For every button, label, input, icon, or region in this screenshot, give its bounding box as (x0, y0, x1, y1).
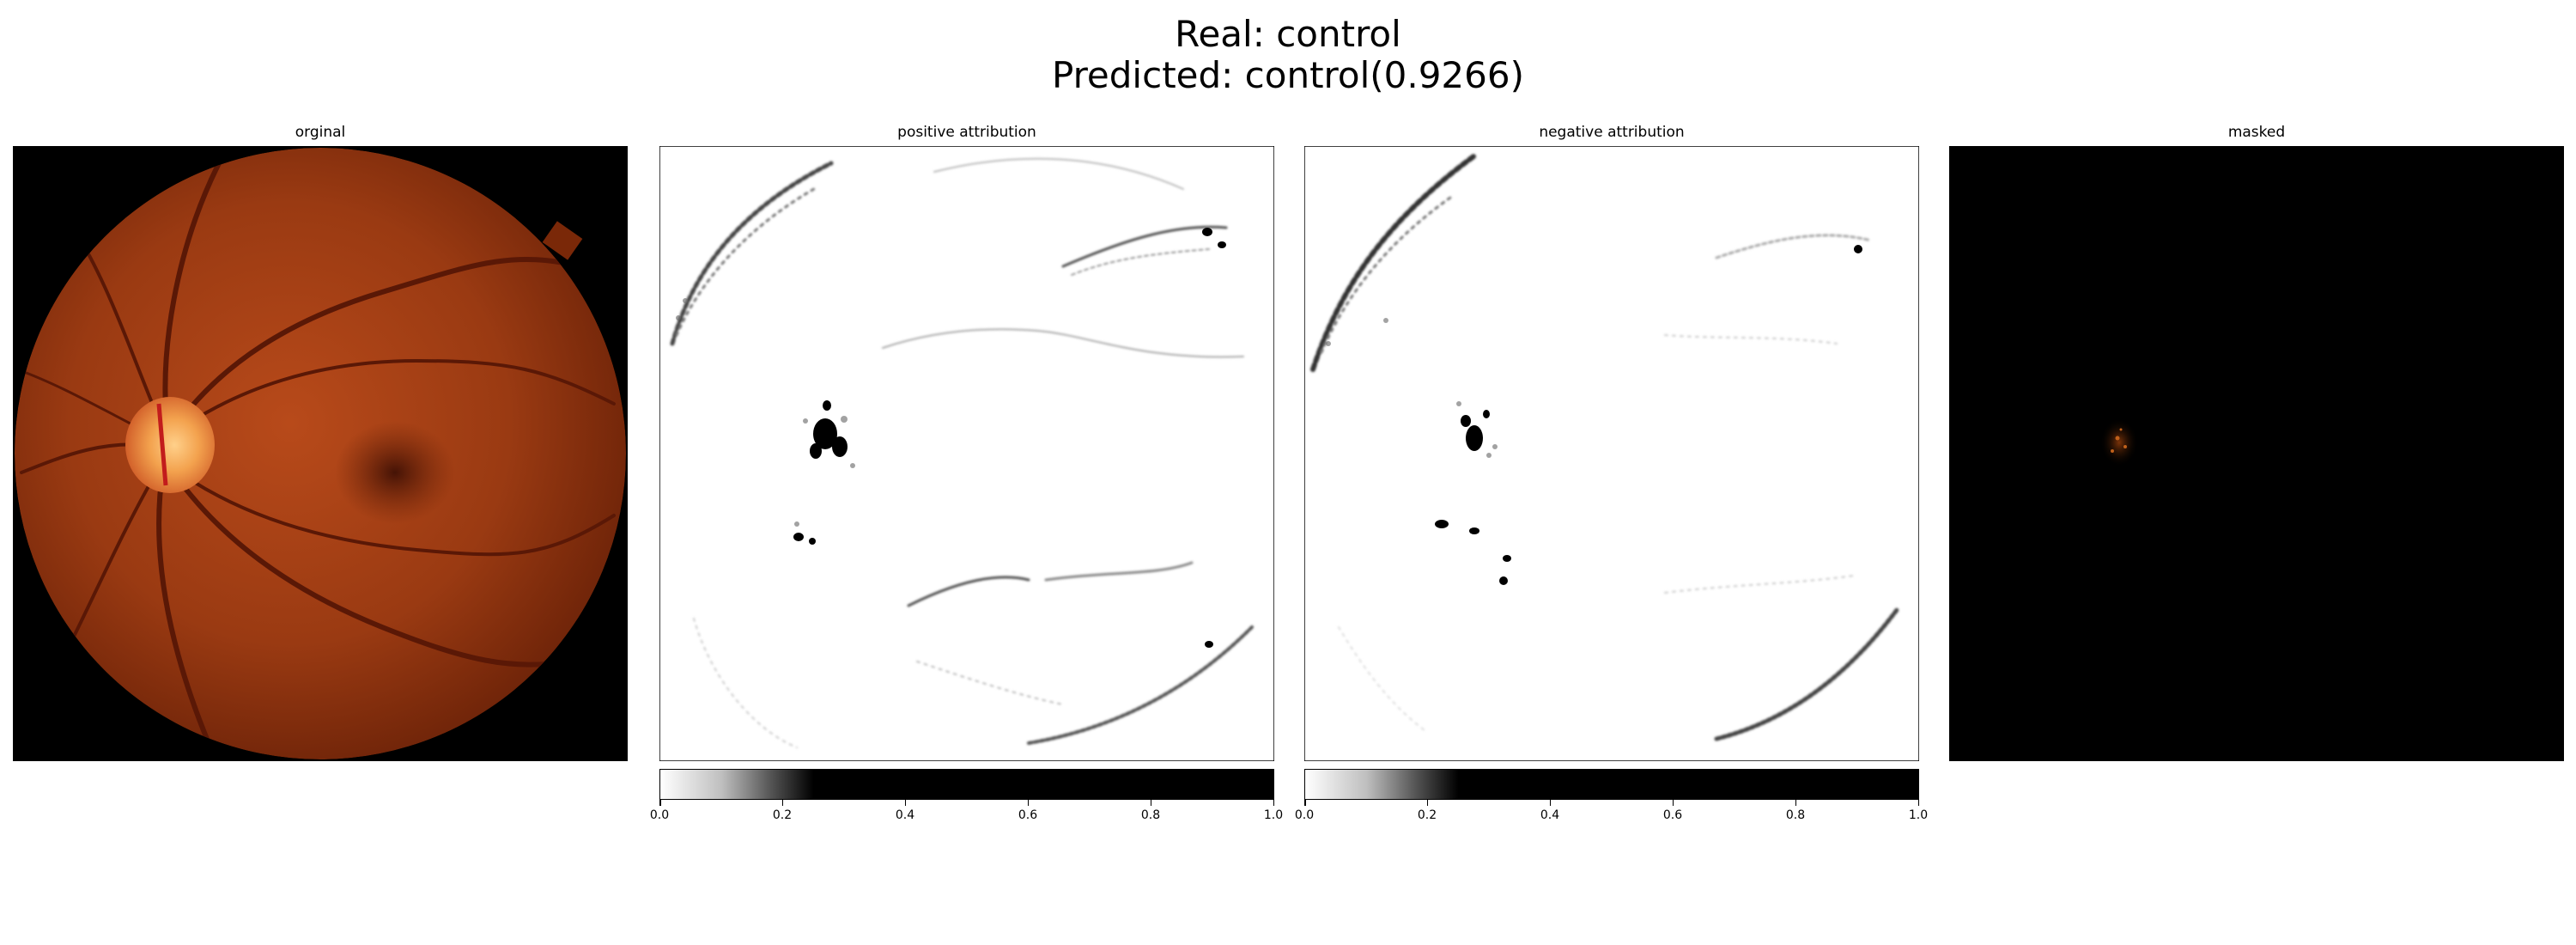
colorbar-tick-label: 1.0 (1908, 808, 1929, 822)
colorbar-tick-label: 0.4 (1540, 808, 1560, 822)
colorbar-tick-label: 0.8 (1785, 808, 1806, 822)
masked-image (1949, 146, 2564, 761)
colorbar-tick-label: 0.6 (1662, 808, 1683, 822)
colorbar-tick-label: 0.0 (649, 808, 670, 822)
colorbar-negative (1304, 769, 1919, 800)
colorbar-positive (659, 769, 1274, 800)
colorbar-tick-label: 1.0 (1263, 808, 1284, 822)
colorbar-tick-label: 0.2 (772, 808, 793, 822)
original-fundus-image (13, 146, 628, 761)
negative-attribution-map (1304, 146, 1919, 761)
colorbar-tick-label: 0.4 (895, 808, 915, 822)
panel-title-masked: masked (2227, 124, 2286, 141)
colorbar-tick-label: 0.0 (1294, 808, 1315, 822)
figure-title-real: Real: control (1175, 13, 1401, 55)
figure-title-predicted: Predicted: control(0.9266) (1052, 54, 1524, 96)
panel-title-positive-attribution: positive attribution (897, 124, 1036, 141)
colorbar-tick-label: 0.6 (1018, 808, 1038, 822)
colorbar-ticks-positive: 0.0 0.2 0.4 0.6 0.8 1.0 (650, 800, 1283, 834)
colorbar-tick-label: 0.8 (1140, 808, 1161, 822)
positive-attribution-map (659, 146, 1274, 761)
panel-title-original: orginal (295, 124, 346, 141)
colorbar-ticks-negative: 0.0 0.2 0.4 0.6 0.8 1.0 (1295, 800, 1928, 834)
panel-title-negative-attribution: negative attribution (1539, 124, 1685, 141)
colorbar-tick-label: 0.2 (1417, 808, 1437, 822)
